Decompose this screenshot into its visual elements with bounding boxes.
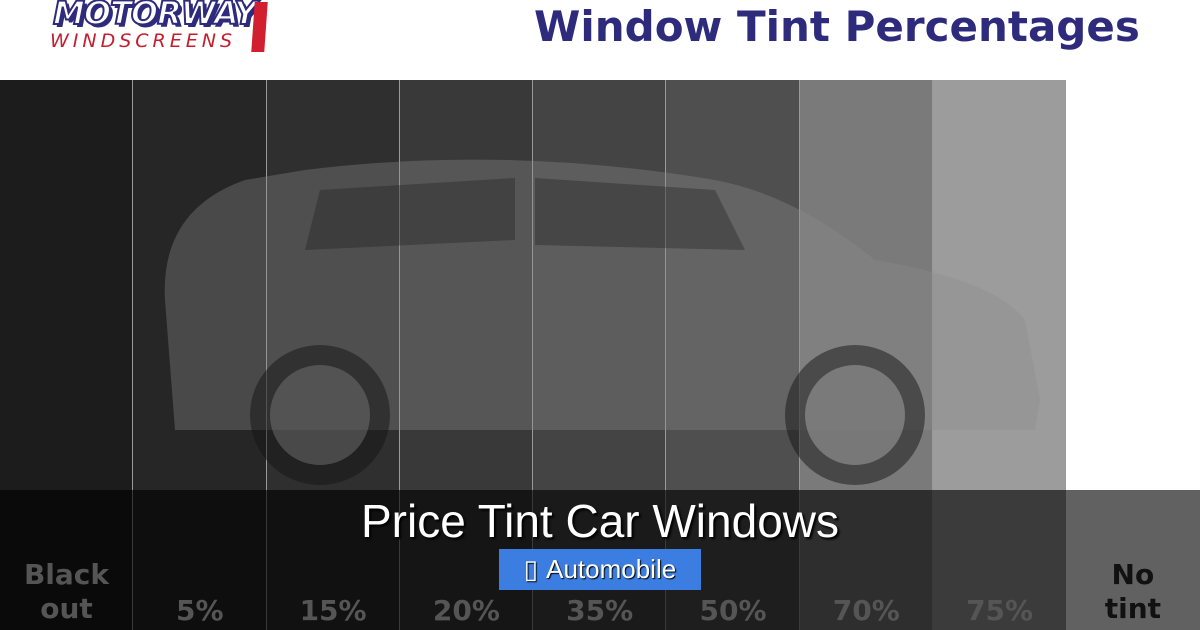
tint-label: 50%: [699, 594, 767, 627]
header: MOTORWAY WINDSCREENS Window Tint Percent…: [0, 0, 1200, 80]
image-title: Window Tint Percentages: [534, 2, 1140, 51]
tint-label: 15%: [299, 594, 367, 627]
category-badge[interactable]: ▯ Automobile: [499, 549, 701, 590]
logo-text-motorway: MOTORWAY: [52, 0, 258, 33]
tint-label: 75%: [966, 594, 1034, 627]
post-title[interactable]: Price Tint Car Windows: [360, 495, 839, 547]
tint-label: 70%: [832, 594, 900, 627]
logo-text-windscreens: WINDSCREENS: [50, 30, 237, 52]
tint-label: No tint: [1104, 558, 1162, 625]
category-label: Automobile: [546, 554, 677, 584]
folder-icon: ▯: [523, 554, 539, 584]
car-silhouette: [164, 159, 1040, 485]
tint-label: Black out: [23, 558, 110, 625]
motorway-windscreens-logo[interactable]: MOTORWAY WINDSCREENS: [48, 0, 273, 56]
tint-label: 5%: [176, 594, 224, 627]
tint-label: 35%: [566, 594, 634, 627]
tint-label: 20%: [432, 594, 500, 627]
logo-road-icon: [251, 2, 268, 52]
